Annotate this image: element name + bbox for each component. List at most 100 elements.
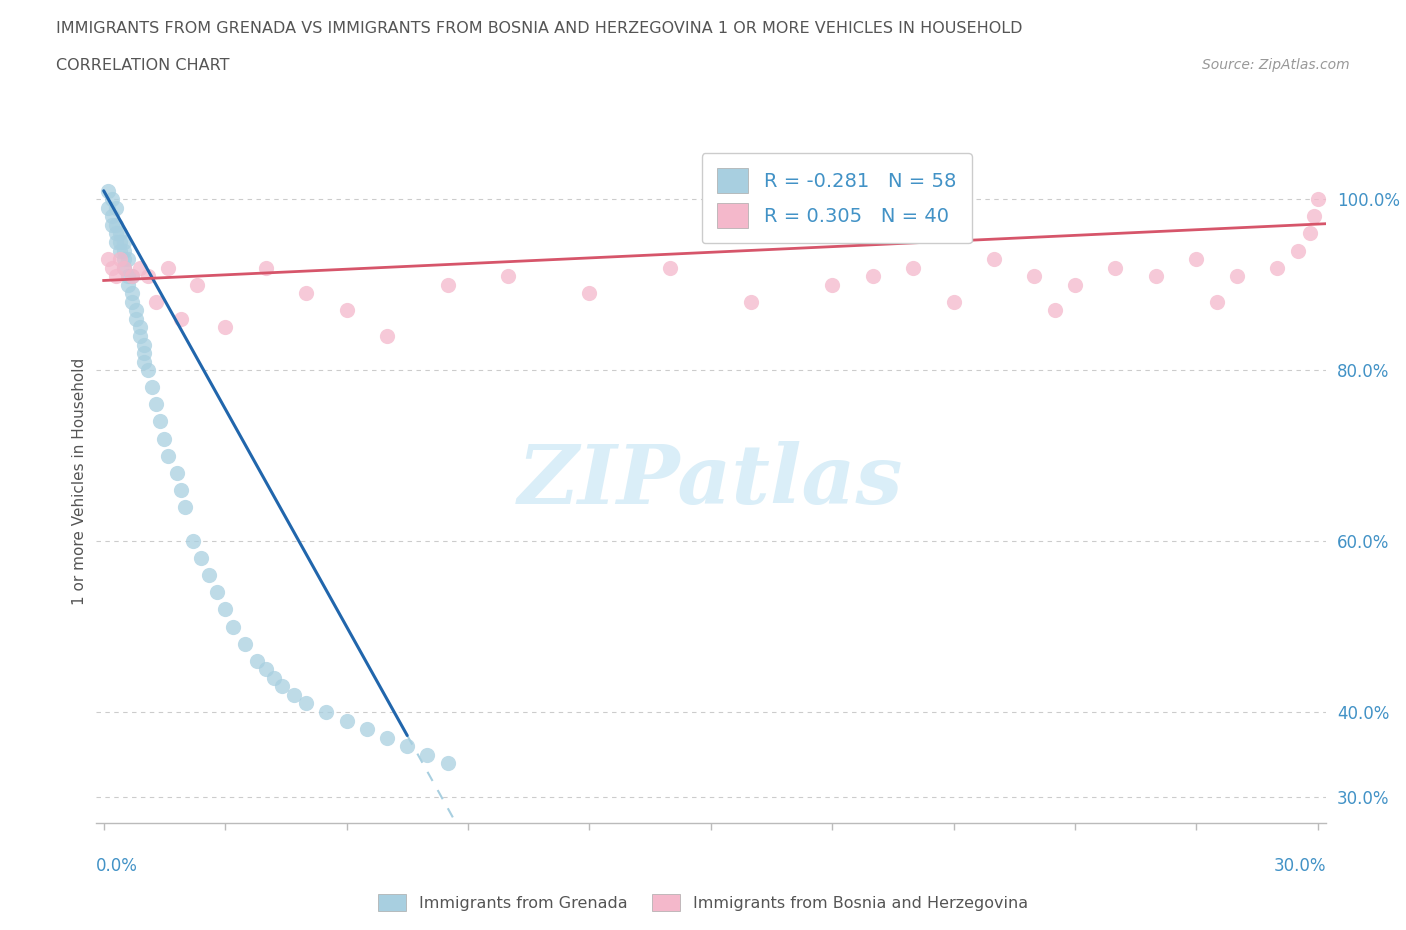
Point xyxy=(101,209,124,224)
Point xyxy=(983,252,1005,267)
Point xyxy=(117,252,139,267)
Point xyxy=(214,320,236,335)
Point xyxy=(246,653,269,668)
Legend: R = -0.281   N = 58, R = 0.305   N = 40: R = -0.281 N = 58, R = 0.305 N = 40 xyxy=(702,153,972,244)
Point xyxy=(283,687,305,702)
Point xyxy=(821,277,844,292)
Point xyxy=(335,303,357,318)
Point xyxy=(862,269,884,284)
Point xyxy=(436,756,458,771)
Point xyxy=(335,713,357,728)
Text: 30.0%: 30.0% xyxy=(1274,857,1326,875)
Point xyxy=(112,252,135,267)
Point xyxy=(134,346,156,361)
Point xyxy=(145,397,167,412)
Point xyxy=(125,303,148,318)
Point xyxy=(1298,226,1320,241)
Point xyxy=(169,483,191,498)
Point xyxy=(436,277,458,292)
Point xyxy=(108,252,131,267)
Point xyxy=(169,312,191,326)
Point xyxy=(97,201,120,216)
Point xyxy=(295,286,318,300)
Point xyxy=(112,260,135,275)
Point xyxy=(157,448,180,463)
Point xyxy=(659,260,682,275)
Point xyxy=(740,295,762,310)
Point xyxy=(136,269,159,284)
Point xyxy=(101,260,124,275)
Point xyxy=(214,602,236,617)
Point xyxy=(101,218,124,232)
Point xyxy=(295,696,318,711)
Point xyxy=(134,354,156,369)
Point xyxy=(121,269,143,284)
Point xyxy=(121,295,143,310)
Point xyxy=(498,269,520,284)
Point xyxy=(104,226,127,241)
Point xyxy=(129,320,152,335)
Point xyxy=(121,286,143,300)
Point xyxy=(222,619,245,634)
Point xyxy=(145,295,167,310)
Point xyxy=(97,252,120,267)
Point xyxy=(901,260,924,275)
Point xyxy=(375,730,398,745)
Point xyxy=(942,295,965,310)
Point xyxy=(198,568,221,583)
Point xyxy=(117,269,139,284)
Point xyxy=(117,277,139,292)
Point xyxy=(1306,192,1329,206)
Point xyxy=(97,183,120,198)
Point xyxy=(104,218,127,232)
Point xyxy=(136,363,159,378)
Point xyxy=(129,328,152,343)
Point xyxy=(263,671,285,685)
Point xyxy=(1205,295,1227,310)
Point xyxy=(108,243,131,258)
Point xyxy=(1024,269,1046,284)
Point xyxy=(112,260,135,275)
Point xyxy=(101,192,124,206)
Point xyxy=(315,705,337,720)
Point xyxy=(157,260,180,275)
Point xyxy=(149,414,172,429)
Point xyxy=(254,260,277,275)
Point xyxy=(181,534,204,549)
Point xyxy=(578,286,600,300)
Point xyxy=(186,277,208,292)
Point xyxy=(108,226,131,241)
Point xyxy=(108,234,131,249)
Point xyxy=(190,551,212,565)
Text: ZIPatlas: ZIPatlas xyxy=(517,441,904,522)
Point xyxy=(396,738,419,753)
Point xyxy=(1144,269,1167,284)
Point xyxy=(1104,260,1126,275)
Point xyxy=(270,679,292,694)
Point xyxy=(112,234,135,249)
Point xyxy=(134,338,156,352)
Text: IMMIGRANTS FROM GRENADA VS IMMIGRANTS FROM BOSNIA AND HERZEGOVINA 1 OR MORE VEHI: IMMIGRANTS FROM GRENADA VS IMMIGRANTS FR… xyxy=(56,21,1022,36)
Point xyxy=(104,269,127,284)
Point xyxy=(104,234,127,249)
Point xyxy=(153,432,176,446)
Point xyxy=(166,465,188,480)
Point xyxy=(416,748,439,763)
Point xyxy=(1226,269,1249,284)
Point xyxy=(1043,303,1066,318)
Point xyxy=(1265,260,1288,275)
Text: Source: ZipAtlas.com: Source: ZipAtlas.com xyxy=(1202,58,1350,72)
Point xyxy=(254,662,277,677)
Point xyxy=(356,722,378,737)
Y-axis label: 1 or more Vehicles in Household: 1 or more Vehicles in Household xyxy=(72,358,87,604)
Point xyxy=(1286,243,1309,258)
Point xyxy=(141,379,163,394)
Point xyxy=(129,260,152,275)
Point xyxy=(205,585,228,600)
Text: CORRELATION CHART: CORRELATION CHART xyxy=(56,58,229,73)
Point xyxy=(1302,209,1324,224)
Text: 0.0%: 0.0% xyxy=(96,857,138,875)
Point xyxy=(112,243,135,258)
Point xyxy=(121,269,143,284)
Point xyxy=(375,328,398,343)
